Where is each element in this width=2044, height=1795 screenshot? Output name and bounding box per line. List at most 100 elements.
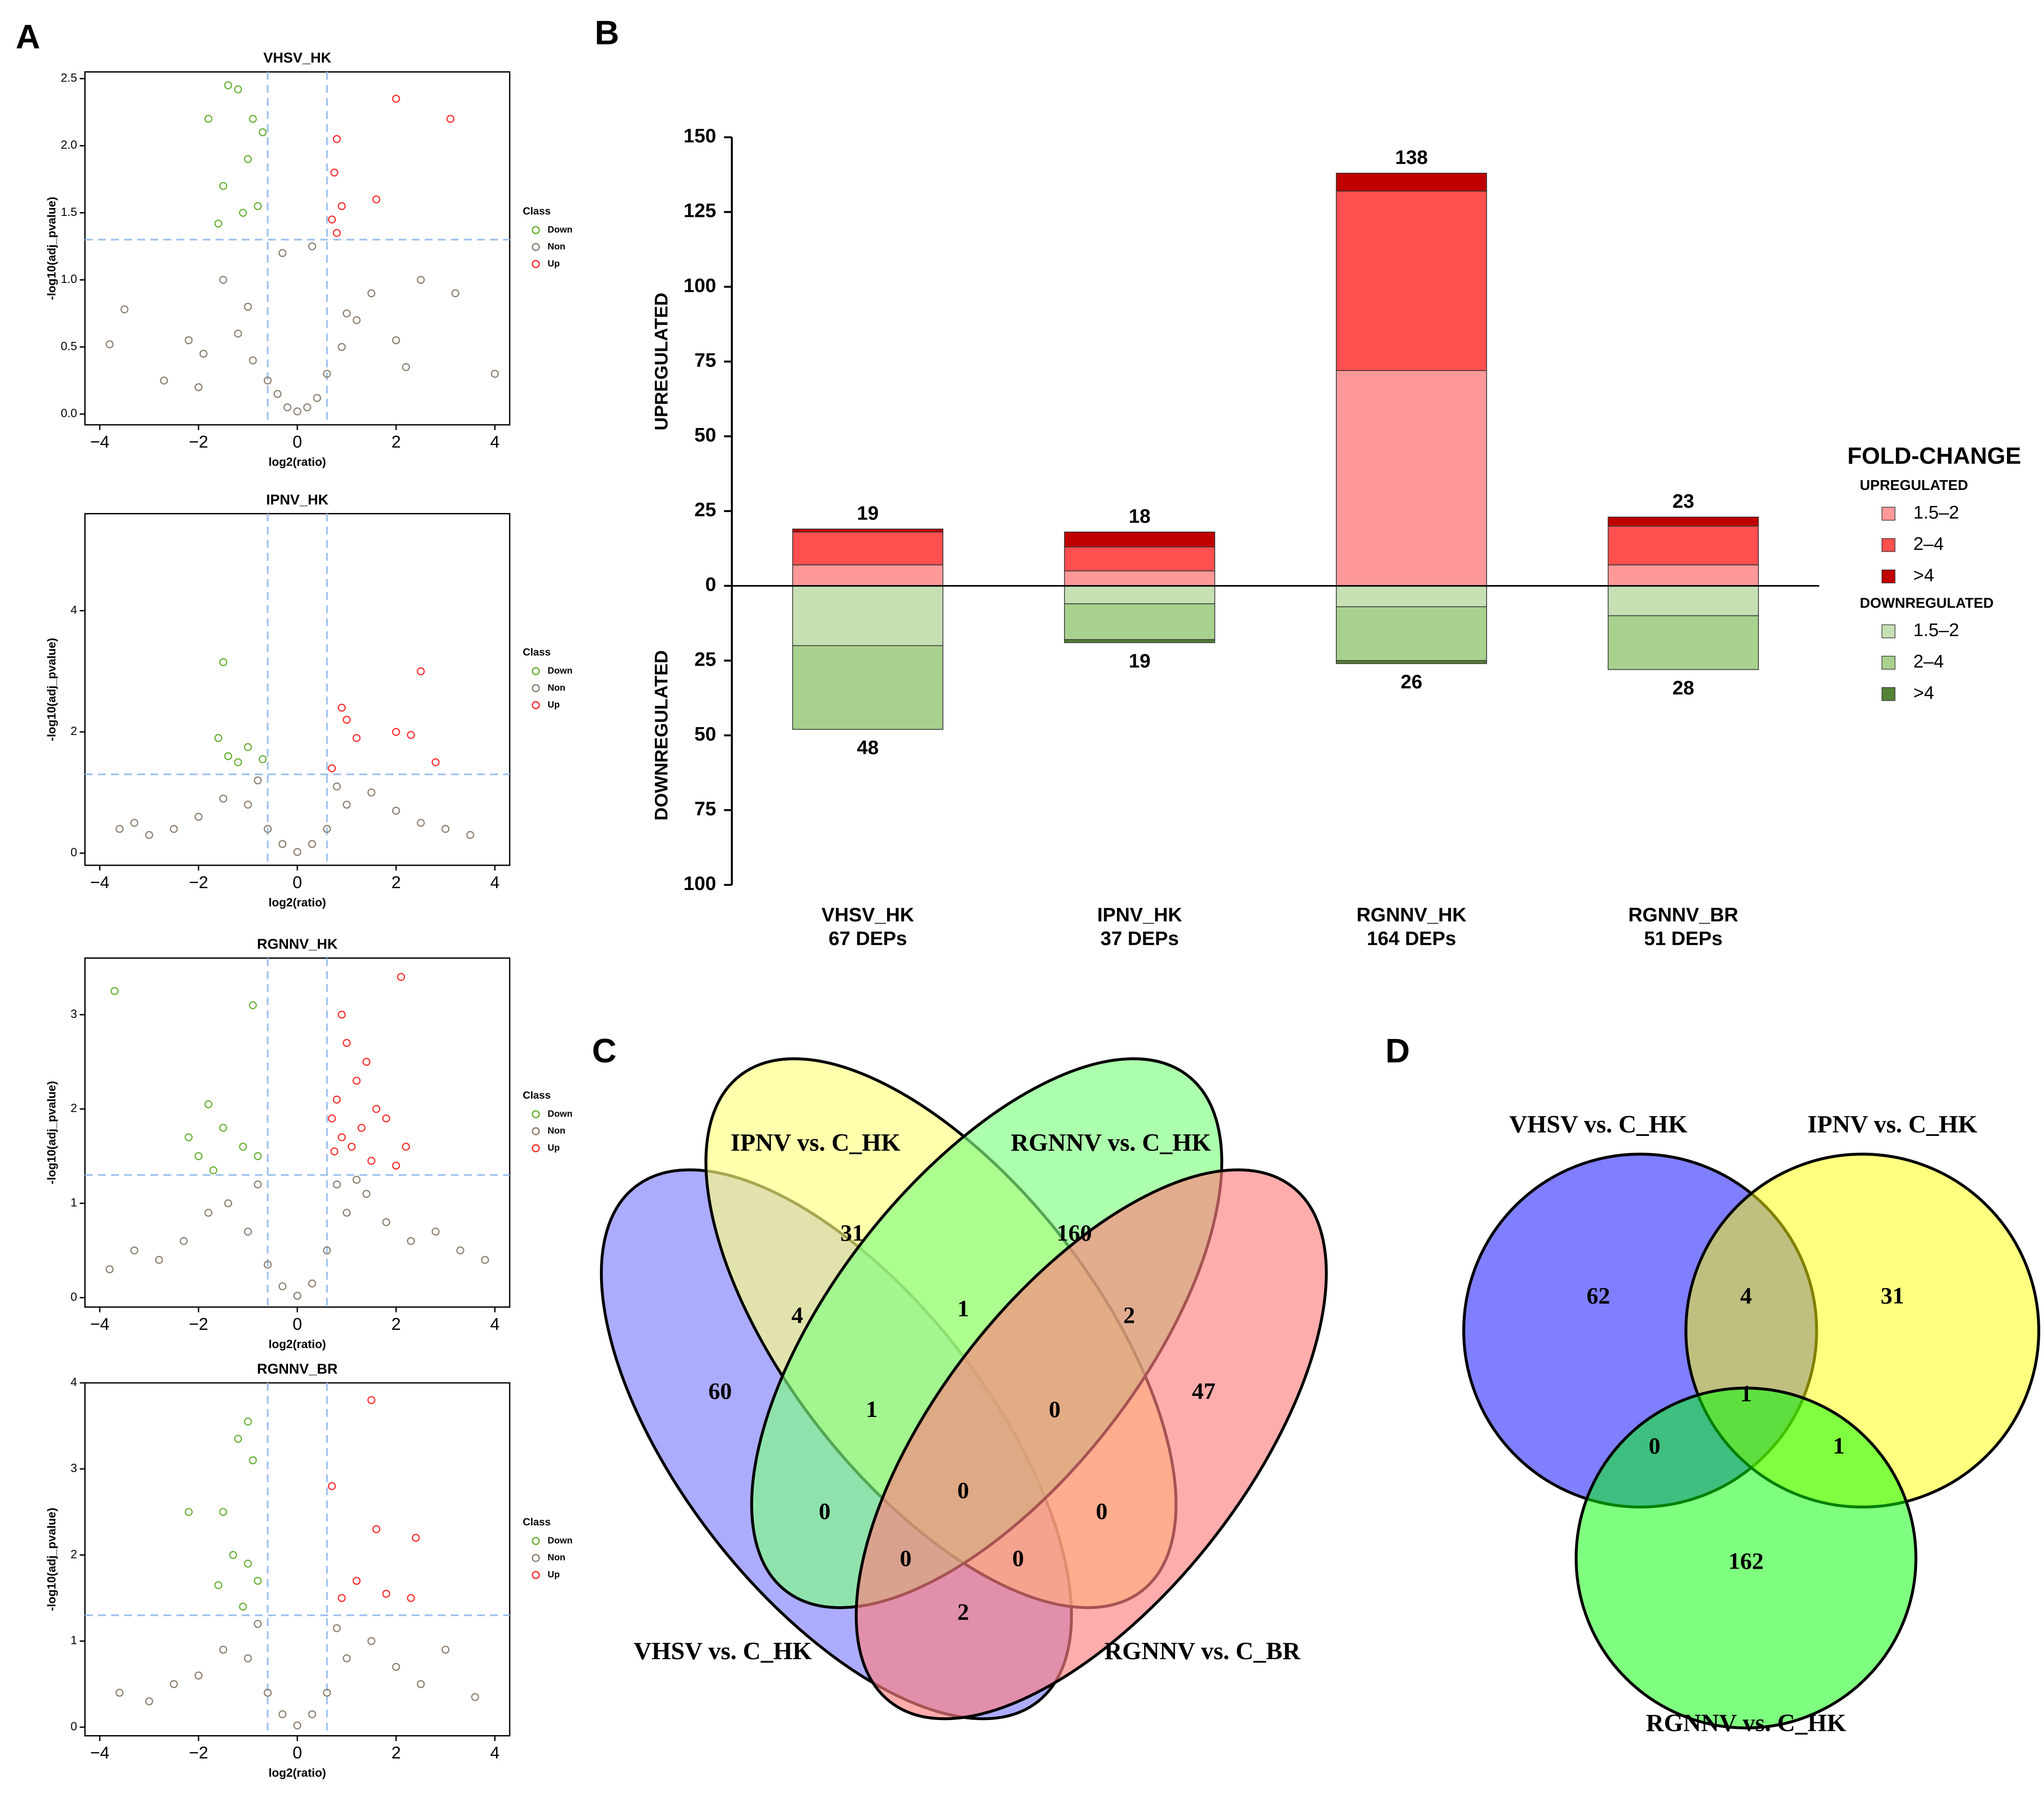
plot-title: IPNV_HK bbox=[266, 491, 328, 508]
point bbox=[338, 704, 346, 712]
region-count: 0 bbox=[819, 1498, 830, 1524]
point bbox=[323, 825, 331, 833]
point bbox=[264, 1261, 272, 1269]
legend-marker bbox=[532, 1144, 540, 1152]
point bbox=[342, 716, 351, 724]
point bbox=[333, 1095, 341, 1104]
point bbox=[120, 305, 129, 314]
bar-segment bbox=[1336, 370, 1487, 586]
legend-label: Down bbox=[548, 1535, 572, 1546]
region-count: 0 bbox=[1649, 1432, 1660, 1459]
point bbox=[130, 1246, 139, 1255]
point bbox=[209, 1166, 218, 1174]
point bbox=[382, 1589, 391, 1598]
bar-segment bbox=[1064, 531, 1215, 548]
y-tick-label: 2 bbox=[71, 1548, 77, 1561]
point bbox=[416, 819, 425, 827]
bar-segment bbox=[792, 564, 944, 586]
y-tick-label: 2 bbox=[71, 1102, 77, 1115]
y-tick-label: 100 bbox=[683, 872, 716, 894]
point bbox=[199, 349, 207, 358]
point bbox=[362, 1190, 370, 1198]
y-tick-label: 125 bbox=[683, 200, 716, 222]
point bbox=[333, 782, 341, 791]
point bbox=[244, 1654, 252, 1662]
bar-segment bbox=[1064, 546, 1215, 571]
bar-segment bbox=[1607, 516, 1759, 527]
x-tick-label: 4 bbox=[490, 432, 499, 452]
point bbox=[338, 1594, 346, 1602]
point bbox=[342, 801, 351, 809]
bar-segment bbox=[1607, 526, 1759, 565]
x-tick-label: −2 bbox=[189, 432, 208, 452]
region-count: 1 bbox=[957, 1295, 969, 1321]
point bbox=[204, 1100, 213, 1108]
legend-label: >4 bbox=[1913, 565, 1934, 586]
y-tick-label: 4 bbox=[71, 1376, 77, 1389]
point bbox=[244, 1227, 252, 1236]
point bbox=[283, 403, 292, 412]
point bbox=[333, 1180, 341, 1189]
point bbox=[224, 1199, 232, 1208]
region-count: 31 bbox=[1881, 1282, 1904, 1308]
point bbox=[357, 1124, 366, 1132]
total-label: 138 bbox=[1395, 146, 1428, 168]
point bbox=[348, 1142, 356, 1151]
region-count: 1 bbox=[1740, 1380, 1752, 1407]
point bbox=[372, 1105, 381, 1113]
bar-segment bbox=[1607, 615, 1759, 670]
region-count: 0 bbox=[900, 1545, 911, 1571]
x-tick-label: −4 bbox=[90, 1743, 109, 1762]
legend-label: 2–4 bbox=[1913, 652, 1944, 672]
point bbox=[204, 115, 213, 123]
panel-label: B bbox=[595, 14, 619, 52]
total-label: 19 bbox=[857, 502, 879, 524]
point bbox=[481, 1256, 489, 1264]
region-count: 2 bbox=[1123, 1302, 1135, 1328]
point bbox=[253, 1180, 262, 1189]
point bbox=[219, 658, 228, 667]
point bbox=[362, 1058, 370, 1066]
point bbox=[323, 1246, 331, 1255]
point bbox=[244, 1559, 252, 1568]
legend-marker bbox=[532, 1571, 540, 1579]
x-tick-label: −2 bbox=[189, 873, 208, 892]
legend-marker bbox=[532, 1537, 540, 1545]
point bbox=[234, 1435, 242, 1443]
x-tick-label: 0 bbox=[293, 1743, 302, 1762]
x-tick-label: 2 bbox=[392, 1743, 401, 1762]
point bbox=[259, 755, 267, 764]
point bbox=[338, 1133, 346, 1142]
point bbox=[333, 229, 341, 237]
point bbox=[224, 81, 232, 89]
point bbox=[145, 1697, 153, 1706]
panel-label: C bbox=[592, 1032, 616, 1070]
point bbox=[407, 1594, 415, 1602]
point bbox=[402, 1142, 410, 1151]
x-tick-label: −2 bbox=[189, 1314, 208, 1334]
panel-label: D bbox=[1385, 1032, 1410, 1070]
y-tick-label: 75 bbox=[695, 798, 717, 820]
point bbox=[111, 987, 119, 995]
point bbox=[170, 1680, 178, 1688]
point bbox=[253, 202, 262, 210]
legend-label: 2–4 bbox=[1913, 534, 1944, 554]
point bbox=[407, 1237, 415, 1245]
point bbox=[130, 819, 139, 827]
point bbox=[342, 1654, 351, 1662]
point bbox=[105, 1265, 114, 1274]
legend-title: Class bbox=[523, 1516, 551, 1528]
y-tick-label: 0 bbox=[71, 846, 77, 859]
point bbox=[293, 407, 302, 415]
point bbox=[338, 343, 346, 351]
point bbox=[293, 1291, 302, 1300]
point bbox=[367, 1637, 376, 1645]
set-label: VHSV vs. C_HK bbox=[634, 1638, 812, 1665]
set-label: IPNV vs. C_HK bbox=[1807, 1111, 1977, 1138]
y-tick-label: 1.5 bbox=[61, 206, 77, 219]
point bbox=[249, 1001, 257, 1009]
point bbox=[342, 309, 351, 318]
y-axis-label: -log10(adj_pvalue) bbox=[45, 1508, 58, 1611]
plot-frame bbox=[84, 71, 511, 426]
point bbox=[253, 1620, 262, 1628]
